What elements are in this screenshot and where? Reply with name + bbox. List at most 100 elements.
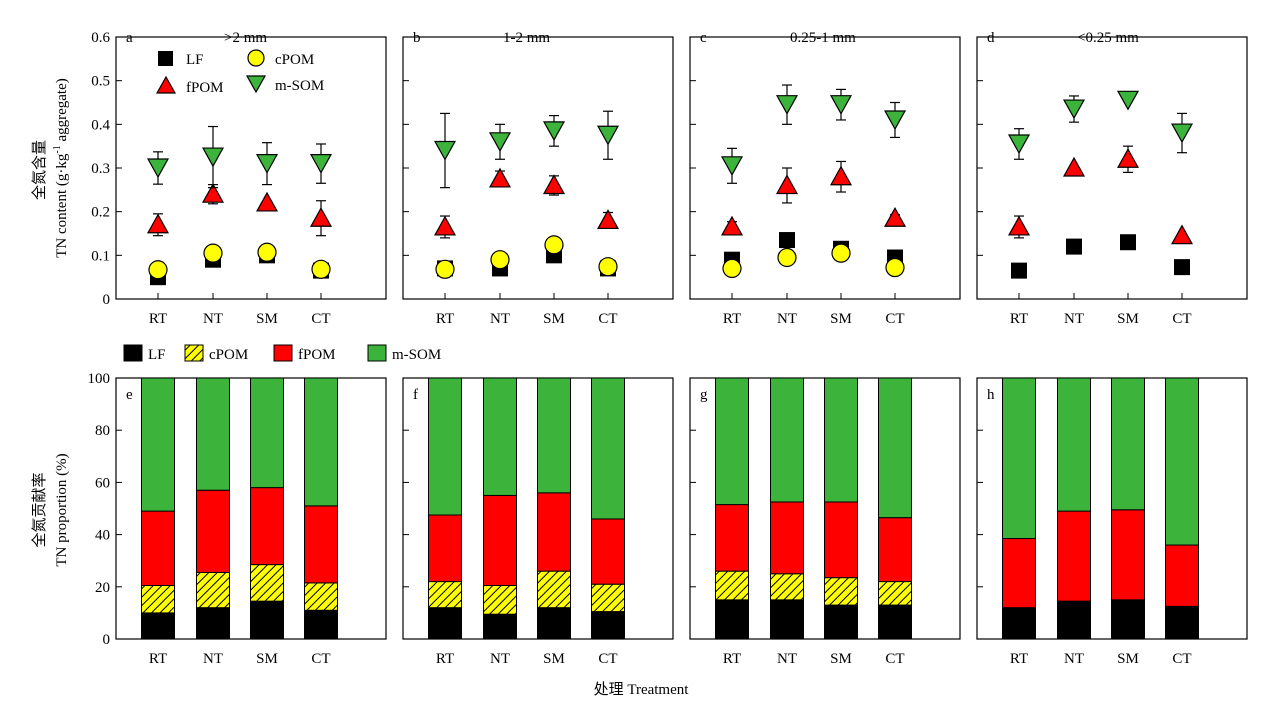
panel-d-lf-marker	[1011, 262, 1027, 279]
panel-h-bar-ct-fpom	[1165, 544, 1199, 607]
panel-h-bar-ct-lf	[1165, 605, 1199, 640]
panel-d-xtick-label: RT	[1010, 311, 1028, 327]
panel-c-cpom-marker	[885, 257, 905, 278]
bottom-legend-item-cpom: cPOM	[184, 344, 248, 363]
panel-h-letter: h	[987, 387, 995, 403]
panel-e-bar-rt-cpom	[141, 584, 175, 614]
panel-h-xtick-label: SM	[1117, 651, 1139, 667]
panel-e-ytick-label: 60	[95, 475, 110, 491]
bottom-legend-swatch-lf	[123, 344, 143, 362]
panel-f-bar-sm-m-som	[537, 377, 571, 494]
panel-g-bar-rt-m-som	[715, 377, 749, 506]
panel-f-bar-rt-lf	[428, 607, 462, 640]
panel-g-bar-rt-cpom	[715, 570, 749, 601]
panel-g-bar-nt-lf	[770, 599, 804, 640]
panel-h-xtick-label: RT	[1010, 651, 1028, 667]
panel-f-bar-sm-fpom	[537, 492, 571, 572]
panel-g: RT NT SM CT g	[689, 377, 961, 667]
panel-d-m-som-marker	[1007, 134, 1031, 155]
panel-d-m-som-marker	[1062, 99, 1086, 120]
top-ylabel-en-pre: TN content (g·kg	[54, 153, 70, 258]
panel-e-ytick-label: 20	[95, 580, 110, 596]
panel-g-xtick-label: SM	[830, 651, 852, 667]
panel-b-cpom-marker	[598, 257, 618, 277]
panel-g-xtick-label: CT	[885, 651, 904, 667]
panel-b-frame	[402, 36, 674, 300]
panel-b-fpom-marker	[542, 174, 566, 195]
top-legend-swatch-fpom	[155, 75, 177, 94]
panel-a-m-som-marker	[146, 158, 170, 179]
panel-f-bar-nt-cpom	[483, 584, 517, 615]
top-legend-swatch-lf	[158, 51, 173, 66]
panel-e-ytick-label: 40	[95, 528, 110, 544]
panel-d-xtick-label: NT	[1064, 311, 1084, 327]
panel-d-fpom-marker	[1116, 148, 1140, 168]
panel-e-bar-nt-m-som	[196, 377, 230, 491]
bottom-y-axis-title: 全氮贡献率 TN proportion (%)	[30, 453, 70, 566]
panel-e-xtick-label: RT	[149, 651, 167, 667]
panel-e: 0 20 40 60 80 100 RT NT SM CT e	[88, 371, 387, 667]
panel-b-cpom-marker	[435, 259, 455, 279]
panel-d-fpom-marker	[1062, 156, 1086, 177]
top-legend-label-msom: m-SOM	[275, 78, 324, 94]
bottom-legend-label-fpom: fPOM	[298, 347, 336, 363]
panel-e-bar-ct-cpom	[304, 582, 338, 611]
panel-f-bar-rt-m-som	[428, 377, 462, 516]
panel-e-letter: e	[126, 387, 133, 403]
panel-a-letter: a	[126, 30, 133, 46]
panel-a-ytick-label: 0	[103, 292, 111, 308]
panel-d-fpom-marker	[1170, 224, 1194, 245]
panel-g-bar-sm-fpom	[824, 501, 858, 579]
panel-h-bar-nt-m-som	[1057, 377, 1091, 512]
panel-f-xtick-label: RT	[436, 651, 454, 667]
panel-f-bar-nt-m-som	[483, 377, 517, 496]
panel-f-bar-rt-fpom	[428, 514, 462, 583]
panel-c-xtick-label: RT	[723, 311, 741, 327]
panel-e-bar-rt-m-som	[141, 377, 175, 512]
panel-g-bar-ct-cpom	[878, 581, 912, 606]
panel-a-ytick-label: 0.6	[91, 30, 110, 46]
panel-b-xtick-label: NT	[490, 311, 510, 327]
panel-e-bar-rt-fpom	[141, 510, 175, 586]
panel-g-bar-nt-cpom	[770, 573, 804, 601]
panel-b-letter: b	[413, 30, 421, 46]
top-legend-label-cpom: cPOM	[275, 52, 314, 68]
top-y-axis-title: 全氮含量 TN content (g·kg-1 aggregate)	[30, 78, 70, 258]
panel-b-xtick-label: CT	[598, 311, 617, 327]
panel-f-xtick-label: NT	[490, 651, 510, 667]
panel-d-lf-marker	[1174, 259, 1190, 276]
panel-h-bar-rt-fpom	[1002, 538, 1036, 609]
panel-b-m-som-marker	[488, 132, 512, 153]
panel-b-fpom-marker	[433, 215, 457, 236]
panel-b-m-som-marker	[433, 140, 457, 161]
panel-a-cpom-marker	[257, 242, 277, 262]
panel-c-fpom-marker	[829, 165, 853, 186]
panel-f-bar-ct-fpom	[591, 518, 625, 585]
panel-b-m-som-marker	[596, 125, 620, 146]
panel-b-title: 1-2 mm	[503, 30, 550, 46]
panel-g-bar-rt-fpom	[715, 504, 749, 572]
panel-a-ytick-label: 0.2	[91, 205, 110, 221]
bottom-ylabel-en: TN proportion (%)	[54, 453, 70, 566]
panel-g-letter: g	[700, 387, 708, 403]
panel-g-bar-rt-lf	[715, 599, 749, 640]
panels: 0 0.1 0.2 0.3 0.4 0.5 0.6 RT NT SM CT a >2 mm RT NT SM C…	[88, 30, 1248, 667]
panel-e-ytick-label: 0	[103, 632, 111, 648]
panel-c-xtick-label: CT	[885, 311, 904, 327]
panel-e-bar-nt-lf	[196, 607, 230, 640]
bottom-legend-item-msom: m-SOM	[367, 344, 441, 363]
panel-c-xtick-label: SM	[830, 311, 852, 327]
panel-h-bar-rt-lf	[1002, 607, 1036, 640]
panel-f-bar-sm-lf	[537, 607, 571, 640]
bottom-ylabel-cn: 全氮贡献率	[30, 472, 48, 547]
top-ylabel-en-sup: -1	[52, 145, 63, 153]
panel-b-cpom-marker	[490, 250, 510, 270]
top-ylabel-en-post: aggregate)	[54, 78, 70, 145]
panel-g-bar-ct-lf	[878, 604, 912, 640]
panel-e-xtick-label: NT	[203, 651, 223, 667]
bottom-legend-swatch-cpom	[184, 344, 204, 362]
bottom-legend-item-lf: LF	[123, 344, 166, 363]
panel-f: RT NT SM CT f	[402, 377, 674, 667]
panel-a-cpom-marker	[203, 243, 223, 263]
